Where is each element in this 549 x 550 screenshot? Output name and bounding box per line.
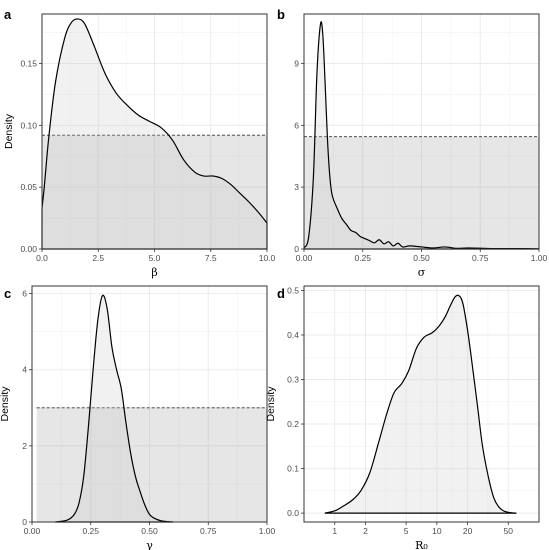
panel-label: c — [4, 286, 11, 301]
y-axis-title: Density — [0, 386, 11, 422]
posterior-curve — [55, 294, 174, 523]
y-tick-label: 0.10 — [20, 120, 37, 130]
prior-area — [36, 407, 268, 522]
y-tick-label: 0.00 — [20, 244, 37, 254]
y-axis-title: Density — [265, 386, 277, 422]
y-tick-label: 9 — [294, 58, 299, 68]
y-tick-label: 2 — [22, 441, 27, 451]
x-tick-label: 1.00 — [531, 253, 548, 263]
x-tick-label: 1 — [332, 526, 337, 536]
x-axis-title: β — [151, 266, 157, 279]
x-tick-label: 0.75 — [200, 526, 217, 536]
y-tick-label: 0.05 — [20, 182, 37, 192]
x-axis-title: R₀ — [415, 539, 428, 550]
y-tick-label: 0.15 — [20, 58, 37, 68]
y-tick-label: 0.4 — [287, 330, 299, 340]
x-tick-label: 2 — [363, 526, 368, 536]
y-tick-label: 0 — [22, 517, 27, 527]
panel-c: 0.00 0.25 0.50 0.75 1.00 0 2 4 6 γ Density c — [0, 285, 276, 550]
x-tick-label: 5 — [404, 526, 409, 536]
x-axis-title: σ — [418, 266, 426, 279]
y-axis-title: Density — [3, 113, 15, 149]
x-tick-label: 10.0 — [259, 253, 276, 263]
x-tick-label: 0.50 — [413, 253, 430, 263]
posterior-area — [324, 295, 517, 514]
x-tick-label: 7.5 — [205, 253, 217, 263]
panel-label: d — [277, 286, 285, 301]
panel-d: 1 2 5 10 20 50 0.0 0.1 0.2 0.3 0.4 0.5 R₀ Density d — [265, 285, 540, 550]
x-axis-title: γ — [146, 539, 153, 550]
y-tick-label: 0.0 — [287, 508, 299, 518]
y-tick-label: 0 — [294, 244, 299, 254]
posterior-area — [304, 21, 539, 249]
y-tick-label: 0.1 — [287, 464, 299, 474]
panel-b: 0.00 0.25 0.50 0.75 1.00 0 3 6 9 σ b — [277, 7, 548, 279]
x-tick-label: 0.0 — [36, 253, 48, 263]
y-tick-label: 0.2 — [287, 419, 299, 429]
x-tick-label: 20 — [463, 526, 473, 536]
x-tick-label: 0.25 — [354, 253, 371, 263]
panel-a: 0.0 2.5 5.0 7.5 10.0 0.00 0.05 0.10 0.15 β Density… — [3, 7, 276, 279]
x-tick-label: 0.00 — [296, 253, 313, 263]
panel-label: a — [4, 7, 12, 22]
y-tick-label: 6 — [22, 289, 27, 299]
prior-area — [42, 135, 267, 249]
x-tick-label: 0.00 — [24, 526, 41, 536]
posterior-curve — [324, 294, 517, 514]
posterior-area — [55, 295, 173, 522]
panel-label: b — [277, 7, 285, 22]
x-tick-label: 0.75 — [472, 253, 489, 263]
x-tick-label: 0.25 — [82, 526, 99, 536]
y-tick-label: 0.3 — [287, 375, 299, 385]
posterior-curve — [41, 18, 268, 224]
prior-area — [304, 136, 539, 249]
x-tick-label: 2.5 — [92, 253, 104, 263]
x-tick-label: 10 — [432, 526, 442, 536]
panel-border — [303, 285, 540, 523]
y-tick-label: 4 — [22, 365, 27, 375]
x-tick-label: 50 — [504, 526, 514, 536]
y-tick-label: 6 — [294, 120, 299, 130]
posterior-curve — [303, 21, 540, 250]
y-tick-label: 3 — [294, 182, 299, 192]
x-tick-label: 1.00 — [259, 526, 276, 536]
y-tick-label: 0.5 — [287, 285, 299, 295]
x-tick-label: 0.50 — [141, 526, 158, 536]
x-tick-label: 5.0 — [149, 253, 161, 263]
posterior-area — [42, 18, 267, 249]
